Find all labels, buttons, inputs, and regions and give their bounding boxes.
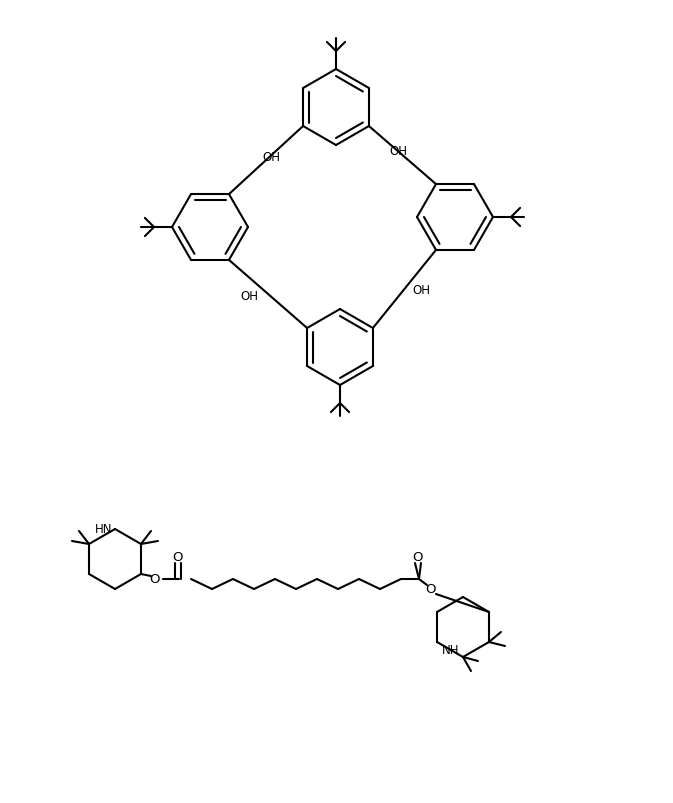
Text: OH: OH bbox=[240, 290, 258, 303]
Text: O: O bbox=[426, 583, 436, 596]
Text: OH: OH bbox=[262, 151, 281, 164]
Text: NH: NH bbox=[442, 644, 460, 657]
Text: O: O bbox=[149, 573, 160, 585]
Text: OH: OH bbox=[389, 145, 407, 157]
Text: HN: HN bbox=[94, 523, 112, 536]
Text: O: O bbox=[173, 551, 183, 564]
Text: O: O bbox=[413, 551, 423, 564]
Text: OH: OH bbox=[413, 283, 431, 297]
